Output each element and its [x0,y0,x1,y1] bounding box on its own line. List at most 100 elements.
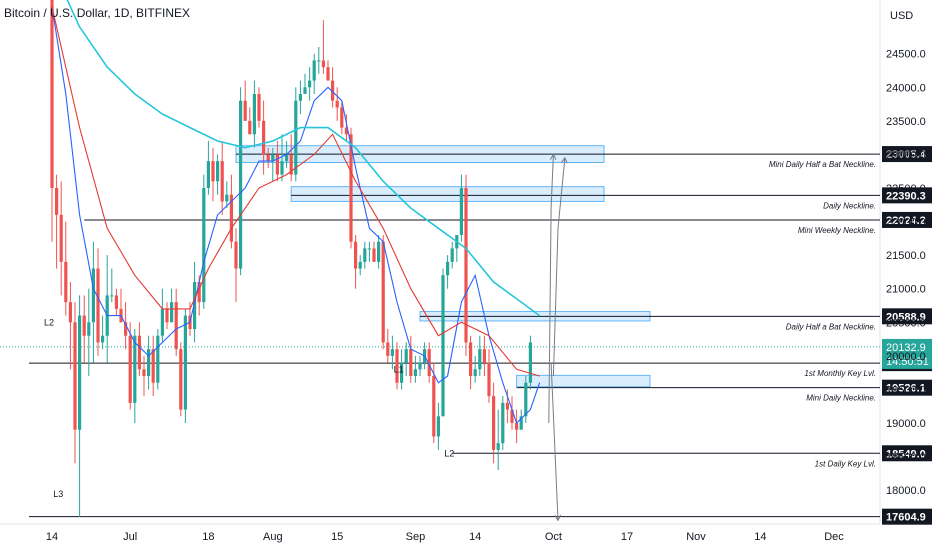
level-price-tag [882,187,932,204]
candle-body [317,60,321,62]
candle-body [340,107,344,128]
x-tick-label: Oct [545,531,562,543]
level-price-label: 22390.3 [886,190,926,202]
candle-body [390,349,394,356]
candle-body [436,416,440,437]
candle-body [252,94,256,135]
candle-body [326,67,330,81]
candle-body [266,154,270,162]
candle-body [275,154,279,175]
zone-box [516,374,651,388]
time-axis: 14 Jul 18 Aug 15 Sep 14 Oct 17 Nov 14 Dec [46,531,844,543]
candle-body [505,402,509,410]
candle-body [211,161,215,182]
y-tick-label: 18500.0 [886,452,926,464]
projection-arrowhead [554,514,562,522]
x-tick-label: 18 [202,531,214,543]
candle-body [202,188,206,303]
x-tick-label: Aug [263,531,283,543]
y-tick-label: 24000.0 [886,82,926,94]
level-note: 1st Daily Key Lvl. [815,459,876,468]
candle-body [82,315,86,336]
candle-body [160,308,164,336]
candle-body [432,376,436,437]
y-tick-label: 20500.0 [886,317,926,329]
level-price-tag [882,146,932,163]
candle-body [413,369,417,376]
candle-body [312,60,316,81]
candle-body [492,396,496,450]
y-tick-label: 21500.0 [886,250,926,262]
candle-body [124,322,128,336]
candle-body [262,120,266,155]
candle-body [183,315,187,410]
candle-body [367,248,371,250]
candle-body [68,302,72,323]
candle-body [469,342,473,376]
candle-body [142,369,146,376]
candle-body [271,154,275,162]
last-price-label: 20132.9 [886,342,926,354]
candle-body [91,268,95,323]
bar-countdown: 14:50:51 [886,356,929,368]
candle-body [96,268,100,343]
candle-body [243,100,247,121]
candle-body [110,295,114,297]
y-tick-label: 22000.0 [886,217,926,229]
candle-body [344,127,348,135]
point-label: L3 [53,489,63,499]
x-tick-label: 17 [621,531,633,543]
candle-body [64,261,68,303]
x-tick-label: Jul [123,531,137,543]
level-price-label: 20588.9 [886,311,926,323]
level-price-tag [882,508,932,525]
candle-body [335,100,339,108]
chart-title: Bitcoin / U.S. Dollar, 1D, BITFINEX [4,6,191,20]
level-price-label: 18549.0 [886,448,926,460]
projection-path [550,362,559,521]
candle-body [473,369,477,376]
candle-body [386,342,390,356]
candle-body [216,161,220,182]
candle-body [524,382,528,417]
level-note: Mini Weekly Neckline. [798,226,876,235]
candle-body [128,335,132,403]
moving-average-line [66,0,541,317]
candle-body [478,349,482,370]
candle-body [78,315,82,430]
candle-body [285,154,289,162]
candle-body [234,241,238,269]
y-tick-label: 20000.0 [886,351,926,363]
candle-body [257,94,261,121]
chart-grid [0,0,881,525]
currency-label: USD [890,10,913,22]
candle-body [229,194,233,242]
y-tick-label: 21000.0 [886,284,926,296]
x-tick-label: Dec [824,531,844,543]
y-tick-label: 19000.0 [886,418,926,430]
x-tick-label: 15 [331,531,343,543]
level-price-label: 23005.4 [886,149,927,161]
candle-body [510,409,514,423]
level-line-layer: 23005.4 Mini Daily Half a Bat Neckline. 22… [0,146,932,525]
candle-body [114,295,118,309]
candle-body [519,416,523,430]
level-price-label: 19526.1 [886,383,926,395]
candle-body [239,100,243,269]
candle-body [73,322,77,430]
x-tick-label: 14 [46,531,58,543]
y-tick-label: 24500.0 [886,49,926,61]
candle-body [441,275,445,417]
projection-arrowhead [549,153,557,161]
level-note: 1st Monthly Key Lvl. [804,369,876,378]
candle-body [55,188,59,215]
candle-body [303,87,307,94]
candle-body [515,423,519,430]
candle-body [165,308,169,323]
candle-body [170,302,174,323]
candle-body [404,349,408,363]
candle-body [133,335,137,403]
point-label: L1 [394,365,404,375]
candle-body [298,94,302,101]
